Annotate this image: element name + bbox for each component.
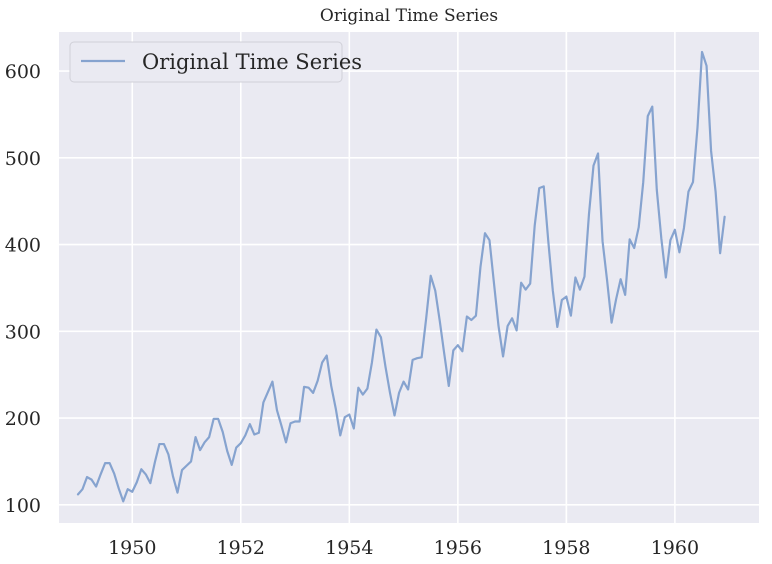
y-tick-label: 300 [5, 321, 41, 343]
x-tick-label: 1952 [217, 537, 265, 559]
y-axis-ticks: 100 200 300 400 500 600 [5, 61, 41, 517]
series-layer [76, 50, 726, 503]
y-tick-label: 400 [5, 235, 41, 257]
y-tick-label: 500 [5, 148, 41, 170]
chart-title: Original Time Series [320, 6, 498, 26]
plot-area [59, 32, 759, 523]
y-tick-label: 200 [5, 408, 41, 430]
x-axis-ticks: 1950 1952 1954 1956 1958 1960 [108, 537, 699, 559]
x-tick-label: 1954 [325, 537, 373, 559]
legend-box [69, 41, 343, 83]
y-tick-label: 100 [5, 495, 41, 517]
x-tick-label: 1956 [434, 537, 482, 559]
x-tick-label: 1958 [542, 537, 590, 559]
series-line [76, 50, 726, 503]
x-tick-label: 1960 [651, 537, 699, 559]
legend-label: Original Time Series [142, 50, 362, 74]
y-tick-label: 600 [5, 61, 41, 83]
legend: Original Time Series [69, 41, 362, 83]
x-tick-label: 1950 [108, 537, 156, 559]
